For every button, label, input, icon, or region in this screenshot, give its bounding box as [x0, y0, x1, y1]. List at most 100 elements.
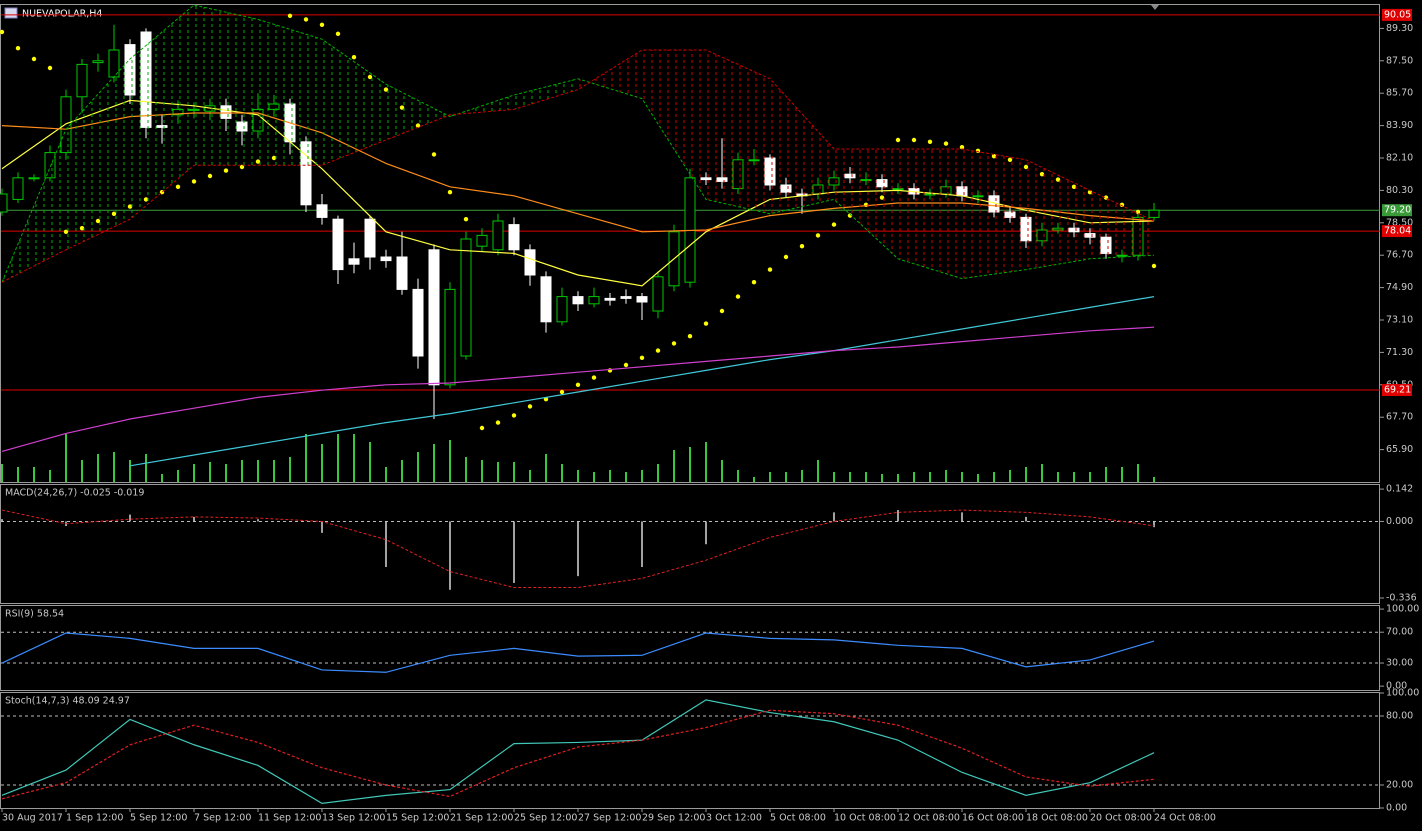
candle-body: [1148, 209, 1160, 218]
sar-dot: [351, 55, 357, 60]
candle-body: [92, 60, 104, 64]
x-tick-label: 15 Sep 12:00: [386, 813, 449, 824]
sar-dot: [719, 308, 725, 314]
sar-dot: [175, 184, 181, 189]
indicator-line: [129, 296, 1155, 467]
y-tick-label: 83.90: [1386, 120, 1413, 131]
sar-dot: [655, 348, 661, 353]
sar-dot: [527, 404, 533, 409]
plot-layer: 89.30 87.50 85.70 83.90 82.10 80.30 78.50 76.70…: [0, 4, 1419, 824]
candle-body: [396, 256, 408, 290]
cloud-fill: [834, 149, 898, 259]
sar-dot: [911, 137, 917, 143]
candle-body: [556, 296, 568, 323]
candle-body: [636, 296, 648, 303]
candle-body: [364, 218, 376, 258]
x-tick-label: 29 Sep 12:00: [642, 813, 705, 824]
candle-body: [0, 193, 8, 213]
candle-body: [476, 234, 488, 247]
price-tag: [1382, 384, 1412, 397]
candle-body: [348, 258, 360, 265]
cloud-fill: [1090, 190, 1154, 259]
y-tick-label: 20.00: [1386, 780, 1413, 791]
sar-dot: [495, 420, 501, 425]
x-tick-label: 5 Oct 08:00: [770, 813, 826, 824]
candle-body: [428, 249, 440, 386]
sar-dot: [31, 56, 37, 62]
indicator-line: [1, 632, 1155, 673]
y-tick-label: 78.50: [1386, 217, 1413, 228]
candle-body: [412, 288, 424, 357]
candle-body: [444, 288, 456, 386]
cloud-fill: [130, 5, 194, 220]
y-tick-label: 100.00: [1386, 604, 1419, 615]
candle-body: [76, 63, 88, 98]
chart-title: NUEVAPOLAR,H4: [22, 9, 102, 20]
y-tick-label: 0.000: [1386, 516, 1413, 527]
sar-dot: [591, 375, 597, 380]
sar-dot: [431, 152, 437, 157]
y-tick-label: 0.00: [1386, 803, 1407, 814]
sar-dot: [799, 244, 805, 249]
sar-dot: [623, 362, 629, 368]
y-tick-label: 80.30: [1386, 185, 1413, 196]
indicator-title: RSI(9) 58.54: [5, 609, 64, 620]
sar-dot: [735, 294, 741, 299]
x-tick-label: 21 Sep 12:00: [450, 813, 513, 824]
y-tick-label: 89.30: [1386, 23, 1413, 34]
cloud-fill: [962, 149, 1026, 279]
sar-dot: [239, 164, 245, 170]
x-tick-label: 11 Sep 12:00: [258, 813, 321, 824]
cloud-fill: [194, 5, 258, 166]
x-tick-label: 24 Oct 08:00: [1154, 813, 1216, 824]
sar-dot: [671, 341, 677, 346]
cloud-line: [1, 4, 1155, 283]
cloud-fill: [770, 78, 834, 214]
sar-dot: [751, 280, 757, 285]
cloud-fill: [898, 149, 962, 279]
sar-dot: [303, 17, 309, 22]
x-tick-label: 12 Oct 08:00: [898, 813, 960, 824]
x-tick-label: 13 Sep 12:00: [322, 813, 385, 824]
indicator-title: Stoch(14,7,3) 48.09 24.97: [5, 696, 130, 707]
sar-dot: [1151, 263, 1157, 269]
cloud-fill: [1026, 159, 1090, 270]
y-tick-label: 65.90: [1386, 444, 1413, 455]
sar-dot: [639, 355, 645, 360]
sar-dot: [767, 267, 773, 272]
price-tag-label: 79.20: [1384, 205, 1411, 216]
macd-panel-frame: [0, 484, 1380, 604]
x-tick-label: 3 Oct 12:00: [706, 813, 762, 824]
sar-dot: [943, 141, 949, 146]
sar-dot: [207, 173, 213, 179]
sar-dot: [463, 217, 469, 222]
candle-body: [572, 296, 584, 305]
sar-dot: [511, 413, 517, 418]
indicator-line: [1, 326, 1155, 452]
sar-dot: [319, 22, 325, 27]
x-tick-label: 10 Oct 08:00: [834, 813, 896, 824]
y-tick-label: 74.90: [1386, 282, 1413, 293]
sar-dot: [335, 31, 341, 36]
sar-dot: [703, 321, 709, 326]
shift-marker[interactable]: [1151, 5, 1159, 10]
x-tick-label: 1 Sep 12:00: [66, 813, 123, 824]
sar-dot: [47, 65, 53, 71]
y-tick-label: 76.70: [1386, 250, 1413, 261]
sar-dot: [479, 425, 485, 431]
y-tick-label: 0.00: [1386, 681, 1407, 692]
price-tag: [1382, 8, 1412, 21]
y-tick-label: 67.70: [1386, 412, 1413, 423]
rsi-panel-frame: [0, 605, 1380, 691]
indicator-line: [1, 709, 1155, 800]
cloud-fill: [322, 39, 386, 166]
sar-dot: [15, 46, 21, 51]
cloud-fill: [642, 50, 706, 200]
cloud-fill: [258, 19, 322, 166]
candle-body: [460, 238, 472, 357]
sar-dot: [559, 389, 565, 395]
candle-body: [524, 249, 536, 276]
y-tick-label: -0.336: [1386, 592, 1417, 603]
x-tick-label: 7 Sep 12:00: [194, 813, 251, 824]
candle-body: [652, 276, 664, 312]
